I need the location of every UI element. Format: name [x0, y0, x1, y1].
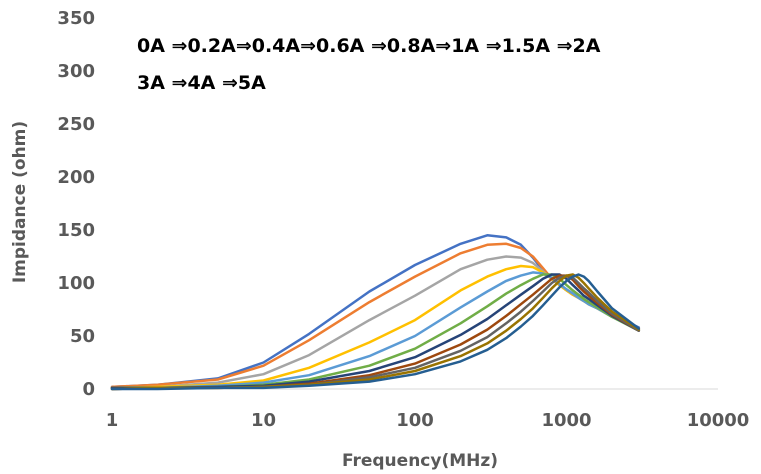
series-line-9	[110, 274, 641, 391]
y-tick-label: 250	[57, 114, 95, 135]
x-tick-label: 10000	[687, 410, 750, 431]
x-axis-ticks: 1 10 100 1000 10000	[106, 410, 750, 431]
annotation-line-1: 0A ⇒0.2A⇒0.4A⇒0.6A ⇒0.8A⇒1A ⇒1.5A ⇒2A	[137, 35, 601, 57]
y-tick-label: 300	[57, 61, 95, 82]
y-tick-label: 50	[70, 326, 95, 347]
y-tick-label: 350	[57, 8, 95, 29]
series-line-2	[110, 242, 641, 389]
series-lines	[110, 234, 641, 391]
y-tick-label: 200	[57, 167, 95, 188]
series-line-8	[110, 274, 641, 391]
y-tick-label: 0	[82, 379, 95, 400]
x-axis-title: Frequency(MHz)	[342, 451, 498, 471]
x-tick-label: 1000	[541, 410, 591, 431]
x-tick-label: 1	[106, 410, 119, 431]
y-axis-title: Impidance (ohm)	[10, 121, 30, 283]
series-line-11	[110, 273, 641, 391]
series-line-5	[110, 271, 641, 390]
x-tick-label: 10	[251, 410, 276, 431]
y-axis-ticks: 0 50 100 150 200 250 300 350	[57, 8, 95, 400]
series-line-6	[110, 273, 641, 390]
series-line-10	[110, 273, 641, 391]
y-tick-label: 150	[57, 220, 95, 241]
y-tick-label: 100	[57, 273, 95, 294]
series-line-7	[110, 273, 641, 390]
x-tick-label: 100	[396, 410, 434, 431]
annotation-line-2: 3A ⇒4A ⇒5A	[137, 72, 266, 94]
